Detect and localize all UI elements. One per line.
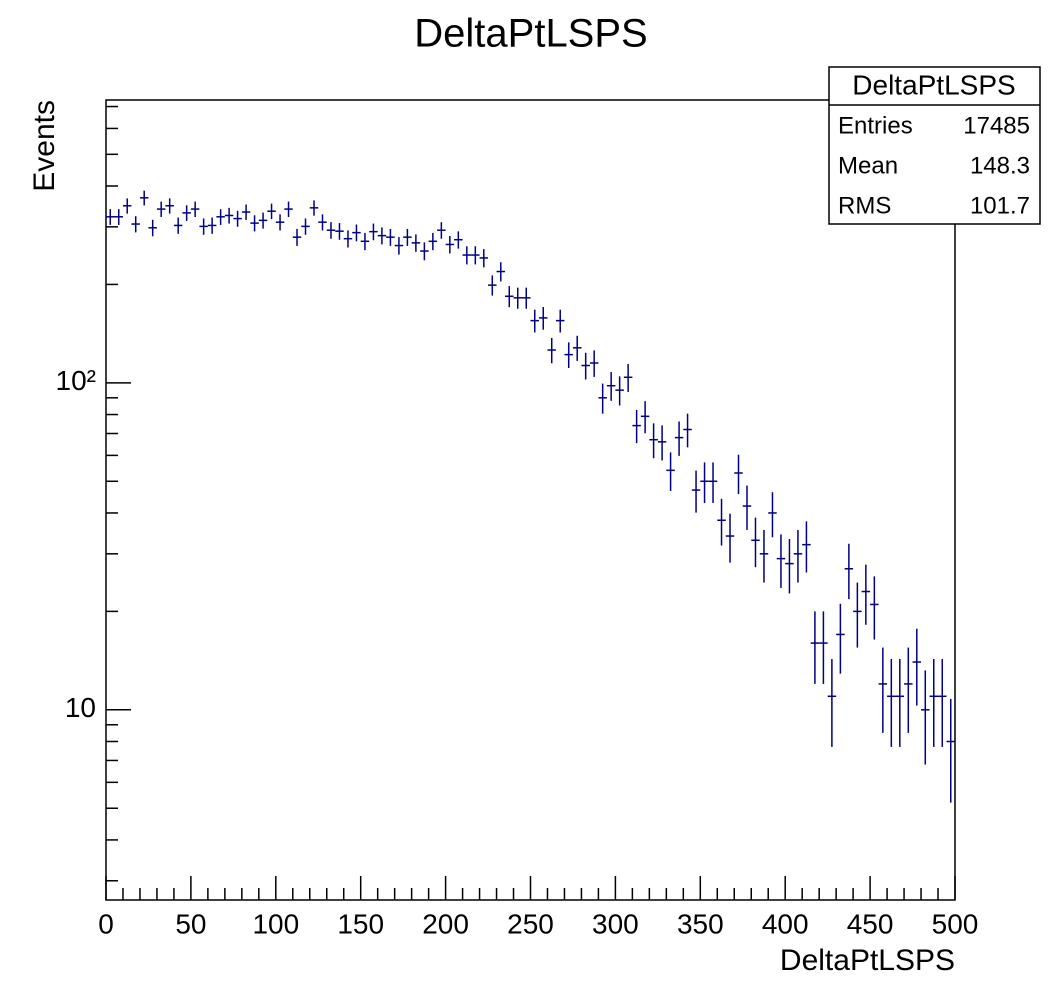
- stats-label: RMS: [838, 192, 891, 219]
- y-axis-label: Events: [28, 100, 61, 192]
- x-tick-label: 100: [252, 908, 299, 939]
- stats-frame: [828, 66, 1041, 225]
- x-axis-label: DeltaPtLSPS: [780, 944, 955, 977]
- x-tick-label: 400: [762, 908, 809, 939]
- stats-value: 17485: [963, 112, 1030, 139]
- plot-frame: [105, 99, 956, 901]
- stats-box: DeltaPtLSPS: [828, 66, 1041, 225]
- stats-value: 101.7: [970, 192, 1030, 219]
- x-tick-label: 250: [507, 908, 554, 939]
- stats-label: Mean: [838, 152, 898, 179]
- x-tick-label: 0: [98, 908, 114, 939]
- x-tick-label: 500: [932, 908, 979, 939]
- x-tick-label: 300: [592, 908, 639, 939]
- stats-value: 148.3: [970, 152, 1030, 179]
- stats-label: Entries: [838, 112, 913, 139]
- y-tick-label: 10: [65, 692, 96, 723]
- stats-title: DeltaPtLSPS: [852, 69, 1015, 100]
- x-tick-label: 450: [847, 908, 894, 939]
- x-tick-label: 200: [422, 908, 469, 939]
- y-tick-label: 10²: [56, 365, 96, 396]
- x-tick-label: 350: [677, 908, 724, 939]
- x-tick-label: 150: [337, 908, 384, 939]
- x-tick-label: 50: [175, 908, 206, 939]
- chart-title: DeltaPtLSPS: [414, 12, 647, 56]
